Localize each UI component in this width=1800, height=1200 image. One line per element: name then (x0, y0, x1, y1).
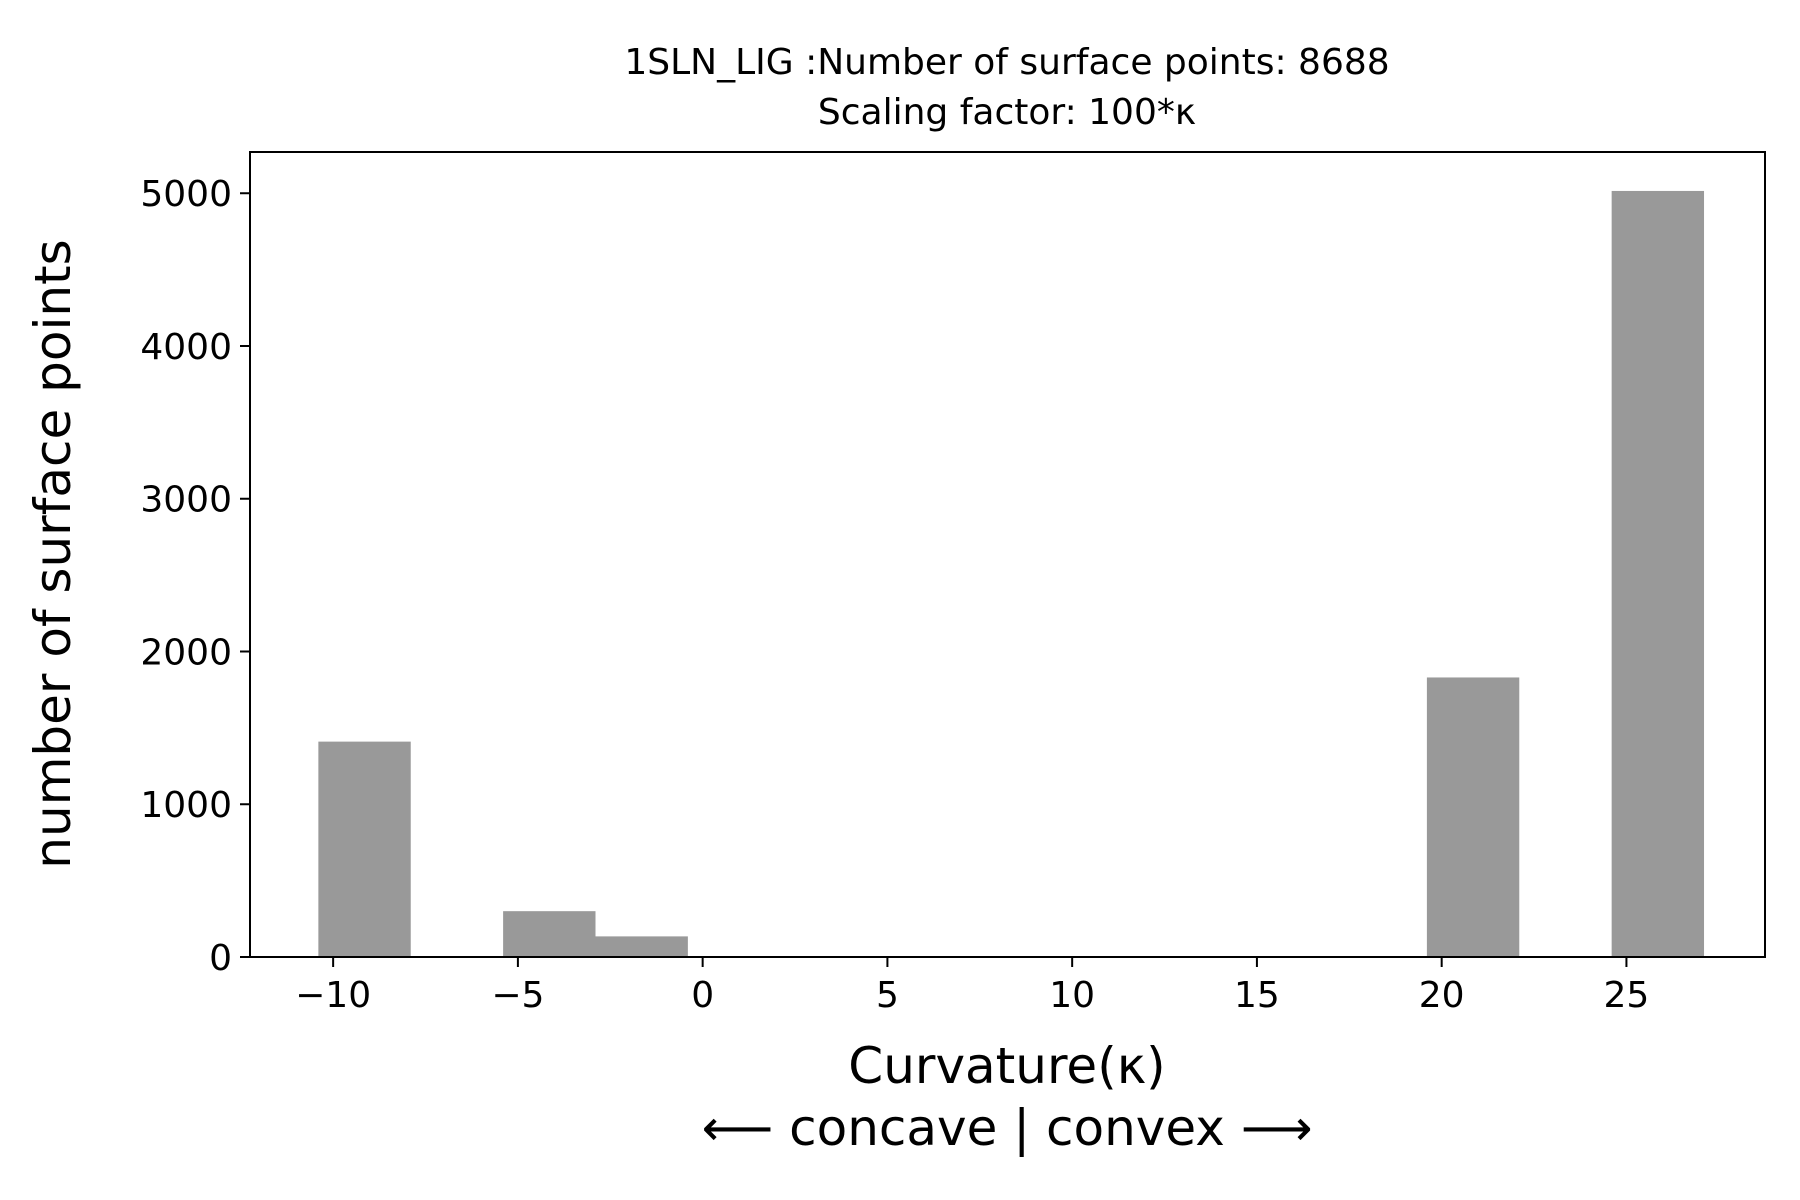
x-tick-label: 25 (1604, 975, 1650, 1016)
x-tick-label: 10 (1049, 975, 1095, 1016)
histogram-bar (318, 741, 411, 957)
x-tick-label: 5 (876, 975, 899, 1016)
y-tick-label: 3000 (140, 480, 232, 521)
x-tick-label: −5 (491, 975, 544, 1016)
x-axis-label: Curvature(κ) (848, 1037, 1165, 1095)
y-axis-ticks: 0 1000 2000 3000 4000 5000 (140, 174, 250, 979)
x-axis-ticks: −10 −5 0 5 10 15 20 25 (295, 957, 1649, 1016)
y-tick-label: 4000 (140, 327, 232, 368)
chart-subtitle: Scaling factor: 100*κ (818, 92, 1196, 133)
histogram-bar (1611, 190, 1705, 958)
x-tick-label: 20 (1419, 975, 1465, 1016)
histogram-bar (1426, 677, 1520, 957)
histogram-bar (595, 936, 688, 957)
y-tick-label: 0 (209, 938, 232, 979)
x-axis-sublabel: ⟵ concave | convex ⟶ (702, 1099, 1313, 1157)
plot-frame (249, 151, 1766, 958)
chart-title: 1SLN_LIG :Number of surface points: 8688 (624, 42, 1389, 83)
x-tick-label: −10 (295, 975, 371, 1016)
x-tick-label: 0 (691, 975, 714, 1016)
x-tick-label: 15 (1234, 975, 1280, 1016)
y-axis-label: number of surface points (24, 239, 82, 868)
histogram-bar (503, 911, 596, 957)
y-tick-label: 1000 (140, 785, 232, 826)
bars-group (318, 190, 1705, 958)
y-tick-label: 5000 (140, 174, 232, 215)
y-tick-label: 2000 (140, 632, 232, 673)
